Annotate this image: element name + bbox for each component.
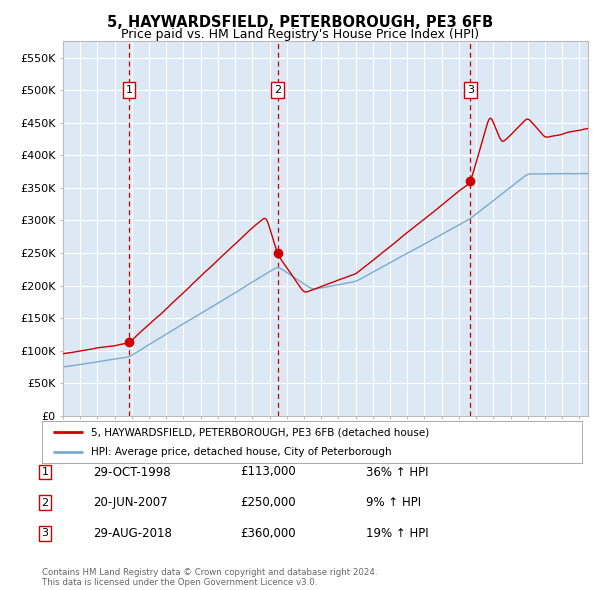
Text: 19% ↑ HPI: 19% ↑ HPI [366,527,428,540]
Text: 5, HAYWARDSFIELD, PETERBOROUGH, PE3 6FB (detached house): 5, HAYWARDSFIELD, PETERBOROUGH, PE3 6FB … [91,427,429,437]
Text: 29-AUG-2018: 29-AUG-2018 [93,527,172,540]
Text: Price paid vs. HM Land Registry's House Price Index (HPI): Price paid vs. HM Land Registry's House … [121,28,479,41]
Text: 1: 1 [41,467,49,477]
Text: 3: 3 [467,85,474,95]
Text: 2: 2 [41,498,49,507]
Text: 2: 2 [274,85,281,95]
Text: £360,000: £360,000 [240,527,296,540]
Text: Contains HM Land Registry data © Crown copyright and database right 2024.
This d: Contains HM Land Registry data © Crown c… [42,568,377,587]
Text: HPI: Average price, detached house, City of Peterborough: HPI: Average price, detached house, City… [91,447,391,457]
Text: £250,000: £250,000 [240,496,296,509]
Text: 5, HAYWARDSFIELD, PETERBOROUGH, PE3 6FB: 5, HAYWARDSFIELD, PETERBOROUGH, PE3 6FB [107,15,493,30]
Text: 20-JUN-2007: 20-JUN-2007 [93,496,167,509]
Text: 1: 1 [125,85,133,95]
Text: 36% ↑ HPI: 36% ↑ HPI [366,466,428,478]
Text: £113,000: £113,000 [240,466,296,478]
Text: 9% ↑ HPI: 9% ↑ HPI [366,496,421,509]
Text: 29-OCT-1998: 29-OCT-1998 [93,466,170,478]
Text: 3: 3 [41,529,49,538]
